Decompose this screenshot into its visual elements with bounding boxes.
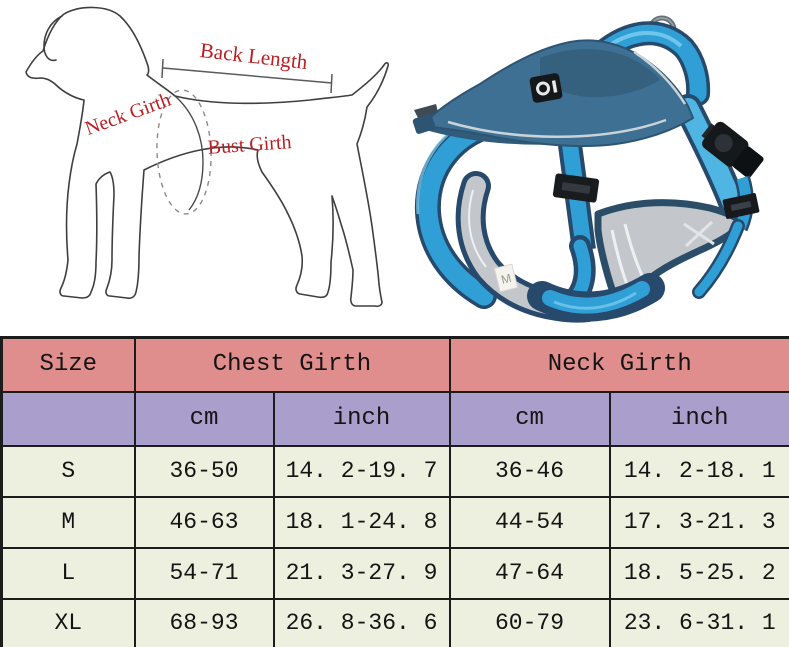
logo-patch — [529, 73, 563, 103]
top-section: Back Length Neck Girth Bust Girth — [25, 6, 764, 323]
units-neck-cm: cm — [448, 390, 611, 447]
strap-slider — [722, 193, 760, 219]
cell-chest-cm: 36-50 — [133, 444, 275, 498]
units-chest-cm: cm — [133, 390, 275, 447]
units-empty-cell — [0, 390, 136, 447]
dog-ear-line — [43, 15, 63, 62]
cell-neck-cm: 36-46 — [448, 444, 611, 498]
header-chest-girth: Chest Girth — [133, 336, 451, 393]
harness-product-photo: M — [412, 15, 764, 323]
cell-neck-inch: 23. 6-31. 1 — [608, 597, 789, 647]
cell-neck-cm: 47-64 — [448, 546, 611, 600]
bottom-junction — [527, 273, 665, 322]
size-tag: M — [493, 263, 519, 293]
header-size: Size — [0, 336, 136, 393]
table-row-xl: XL 68-93 26. 8-36. 6 60-79 23. 6-31. 1 — [0, 597, 789, 647]
pad-cross-stitch — [683, 220, 715, 248]
cell-chest-cm: 46-63 — [133, 495, 275, 549]
buckle — [701, 121, 764, 178]
units-neck-inch: inch — [608, 390, 789, 447]
table-row-l: L 54-71 21. 3-27. 9 47-64 18. 5-25. 2 — [0, 546, 789, 600]
buckle-and-straps — [692, 121, 764, 299]
units-chest-inch: inch — [272, 390, 451, 447]
cell-chest-inch: 14. 2-19. 7 — [272, 444, 451, 498]
reflective-piping — [447, 118, 667, 138]
cell-chest-inch: 26. 8-36. 6 — [272, 597, 451, 647]
cell-size: S — [0, 444, 136, 498]
reflective-piping-right — [633, 50, 687, 105]
cell-chest-cm: 68-93 — [133, 597, 275, 647]
bust-girth-ellipse — [156, 89, 212, 215]
dog-measurement-diagram: Back Length Neck Girth Bust Girth — [25, 6, 389, 308]
cell-neck-inch: 14. 2-18. 1 — [608, 444, 789, 498]
header-neck-girth: Neck Girth — [448, 336, 789, 393]
front-strap-adjuster — [552, 173, 600, 203]
cell-size: L — [0, 546, 136, 600]
units-row: cm inch cm inch — [0, 390, 789, 447]
cell-neck-inch: 18. 5-25. 2 — [608, 546, 789, 600]
dog-shoulder-line — [174, 95, 204, 211]
cell-neck-cm: 60-79 — [448, 597, 611, 647]
table-row-m: M 46-63 18. 1-24. 8 44-54 17. 3-21. 3 — [0, 495, 789, 549]
cell-size: M — [0, 495, 136, 549]
header-row: Size Chest Girth Neck Girth — [0, 336, 789, 393]
cell-chest-inch: 21. 3-27. 9 — [272, 546, 451, 600]
cell-neck-inch: 17. 3-21. 3 — [608, 495, 789, 549]
size-chart-table: Size Chest Girth Neck Girth cm inch cm i… — [0, 336, 789, 647]
cell-chest-inch: 18. 1-24. 8 — [272, 495, 451, 549]
cell-chest-cm: 54-71 — [133, 546, 275, 600]
dog-outline — [25, 6, 389, 308]
back-length-measure-line — [161, 58, 333, 94]
cell-size: XL — [0, 597, 136, 647]
back-length-label: Back Length — [199, 38, 309, 74]
left-wing-cap — [412, 114, 436, 134]
cell-neck-cm: 44-54 — [448, 495, 611, 549]
size-tag-letter: M — [500, 271, 513, 287]
table-row-s: S 36-50 14. 2-19. 7 36-46 14. 2-18. 1 — [0, 444, 789, 498]
saddle-denim-patch — [540, 49, 660, 98]
